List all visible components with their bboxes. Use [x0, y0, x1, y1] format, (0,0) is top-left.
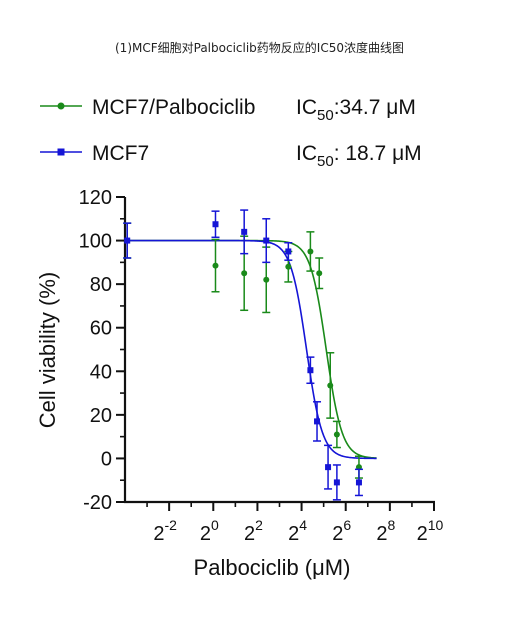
x-tick-label: 20	[200, 517, 219, 545]
fit-curve-mcf7	[125, 239, 377, 460]
legend: MCF7/Palbociclib IC50:34.7 μM MCF7 IC50: 18…	[40, 96, 422, 170]
fit-curve-mcf7-palbociclib	[125, 239, 377, 459]
data-point-mcf7	[241, 228, 248, 235]
data-point-mcf7	[355, 479, 362, 486]
y-tick-label: 20	[90, 405, 112, 427]
fit-curves	[125, 239, 377, 460]
x-tick-label: 2-2	[153, 517, 177, 545]
data-point-mcf7-palbociclib	[327, 382, 334, 389]
data-point-mcf7	[263, 237, 270, 244]
x-tick-label: 28	[376, 517, 395, 545]
data-point-mcf7-palbociclib	[333, 431, 340, 438]
y-axis-label: Cell viability (%)	[35, 272, 60, 428]
data-point-mcf7	[325, 464, 332, 471]
data-points	[123, 209, 363, 501]
data-point-mcf7	[212, 221, 219, 228]
data-point-mcf7	[333, 479, 340, 486]
data-point-mcf7-palbociclib	[212, 262, 219, 269]
axes: -20 0 20 40 60 80 100 120 2-2 20 22 24 26 28 210	[79, 187, 444, 545]
data-point-mcf7-palbociclib	[263, 276, 270, 283]
y-tick-label: 60	[90, 318, 112, 340]
y-tick-label: 0	[101, 448, 112, 470]
x-tick-label: 26	[332, 517, 351, 545]
x-tick-label: 210	[417, 517, 444, 545]
data-point-mcf7	[314, 418, 321, 425]
y-tick-label: 40	[90, 361, 112, 383]
legend-marker-circle	[57, 102, 65, 110]
y-tick-label: 80	[90, 274, 112, 296]
data-point-mcf7	[285, 248, 292, 255]
legend-series-label: MCF7	[92, 142, 149, 165]
legend-ic50-label: IC50:34.7 μM	[296, 96, 416, 124]
data-point-mcf7	[124, 237, 131, 244]
x-tick-label: 22	[244, 517, 263, 545]
x-axis-label: Palbociclib (μM)	[194, 555, 351, 580]
data-point-mcf7	[307, 367, 314, 374]
y-tick-label: 120	[79, 187, 112, 209]
legend-series-label: MCF7/Palbociclib	[92, 96, 255, 119]
chart-title: (1)MCF细胞对Palbociclib药物反应的IC50浓度曲线图	[115, 40, 404, 55]
data-point-mcf7-palbociclib	[307, 248, 314, 255]
data-point-mcf7-palbociclib	[241, 270, 248, 277]
data-point-mcf7-palbociclib	[316, 270, 323, 277]
legend-marker-square	[57, 148, 65, 156]
x-tick-label: 24	[288, 517, 307, 545]
legend-ic50-label: IC50: 18.7 μM	[296, 142, 422, 170]
y-tick-label: -20	[83, 492, 112, 514]
data-point-mcf7-palbociclib	[285, 263, 292, 270]
y-tick-label: 100	[79, 231, 112, 253]
